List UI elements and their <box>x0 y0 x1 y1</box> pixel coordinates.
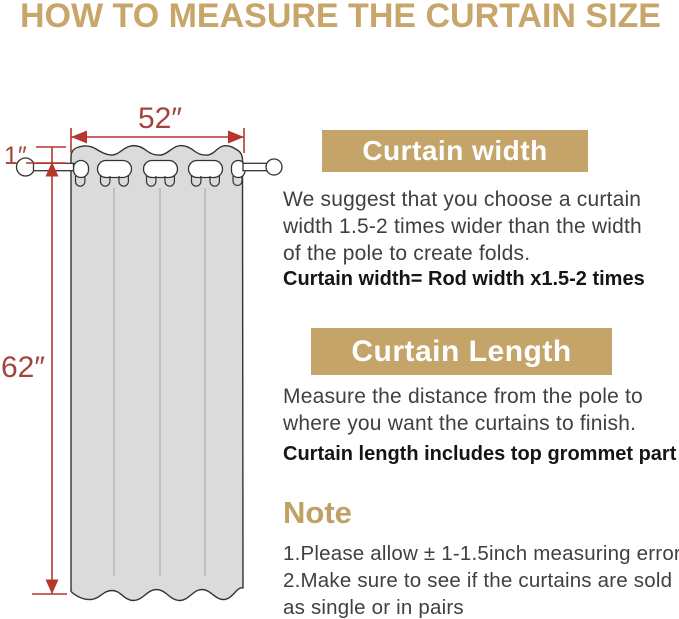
curtain-width-formula: Curtain width= Rod width x1.5-2 times <box>283 268 645 290</box>
grommet-offset-label: 1″ <box>4 142 27 170</box>
rod-finial-right <box>265 158 283 176</box>
grommet-slot <box>142 159 179 179</box>
note-item-line: as single or in pairs <box>283 596 464 619</box>
grommet-loops <box>74 176 243 187</box>
curtain-width-text-line: width 1.5-2 times wider than the width <box>283 215 642 238</box>
width-dimension-label: 52″ <box>138 102 182 135</box>
curtain-fabric <box>70 144 244 602</box>
curtain-width-heading: Curtain width <box>322 130 588 172</box>
note-item-line: 2.Make sure to see if the curtains are s… <box>283 569 673 592</box>
grommet-slot <box>96 159 133 179</box>
grommet-slot <box>72 159 90 179</box>
note-heading: Note <box>283 495 352 530</box>
note-item-line: 1.Please allow ± 1-1.5inch measuring err… <box>283 542 679 565</box>
page-title: HOW TO MEASURE THE CURTAIN SIZE <box>20 0 661 35</box>
curtain-length-heading: Curtain Length <box>311 328 612 375</box>
arrowhead-up-icon <box>45 162 59 177</box>
length-dimension <box>32 147 67 595</box>
width-dimension <box>70 128 245 153</box>
arrowhead-down-icon <box>45 579 59 594</box>
fold-lines <box>113 188 206 576</box>
arrowhead-left-icon <box>71 130 87 144</box>
curtain-length-text-line: where you want the curtains to finish. <box>283 412 637 435</box>
curtain-width-text-line: We suggest that you choose a curtain <box>283 188 642 211</box>
curtain-length-formula: Curtain length includes top grommet part <box>283 443 677 465</box>
length-dimension-label: 62″ <box>1 351 45 384</box>
grommet-slot <box>187 159 224 179</box>
arrowhead-right-icon <box>228 130 244 144</box>
grommet-offset-dimension <box>26 146 66 164</box>
curtain-length-text-line: Measure the distance from the pole to <box>283 385 643 408</box>
curtain-width-text-line: of the pole to create folds. <box>283 242 531 265</box>
grommet-slots <box>72 159 246 179</box>
curtain-panel <box>70 144 246 602</box>
